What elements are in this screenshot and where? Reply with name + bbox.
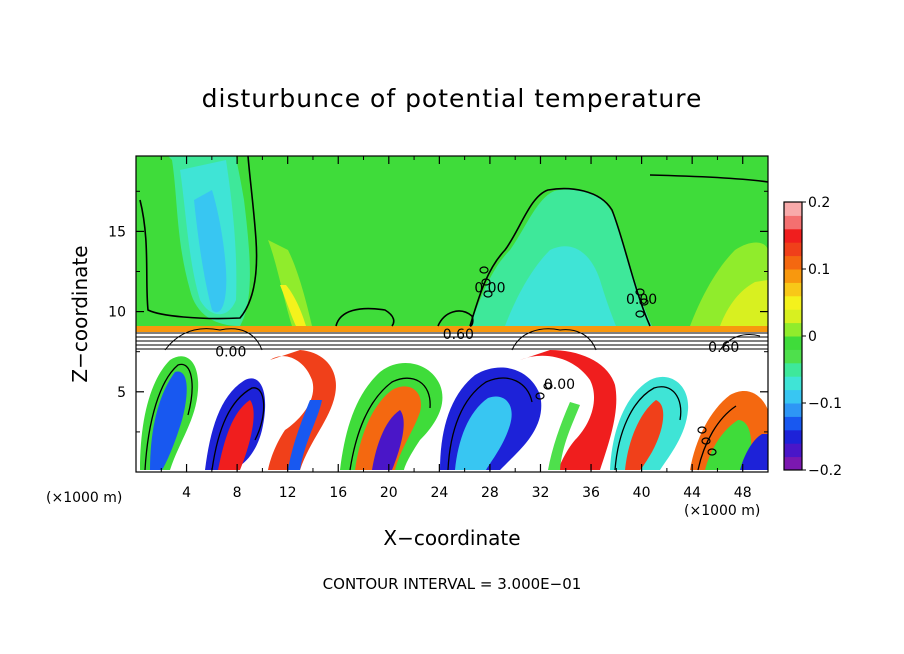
x-tick-label: 12	[279, 485, 297, 501]
contour-label: 0.00	[474, 281, 505, 297]
warm-plume-mid-core	[280, 285, 306, 326]
x-unit-label-left: (×1000 m)	[46, 490, 123, 506]
warm-plume-right-core	[720, 280, 768, 326]
cool-plume-left-core	[194, 190, 227, 313]
colorbar-segment	[784, 255, 802, 270]
colorbar-segment	[784, 336, 802, 350]
contour-label: 0.00	[215, 345, 246, 361]
x-axis-ticks: 4 8 12 16 20 24 28 32 36 40 44 48	[160, 156, 752, 501]
x-tick-label: 32	[532, 485, 550, 501]
colorbar-segment	[784, 322, 802, 337]
turbulent-blobs	[164, 328, 761, 351]
colorbar-tick-label: 0.1	[808, 262, 830, 278]
y-axis-ticks: 5 10 15	[108, 190, 768, 433]
inversion-contours	[136, 332, 768, 350]
contour-label: 0.00	[544, 377, 575, 393]
plot-frame	[135, 155, 769, 473]
colorbar-segment	[784, 228, 802, 243]
colorbar-segment	[784, 429, 802, 444]
x-tick-label: 4	[182, 485, 191, 501]
temperature-field	[136, 156, 768, 472]
colorbar-tick-label: 0	[808, 329, 817, 345]
lower-eddies	[140, 350, 768, 470]
y-tick-label: 15	[108, 224, 126, 240]
contour-label: 0.60	[443, 327, 474, 343]
cool-dome-right-inner	[505, 246, 616, 326]
contour-interval-note: CONTOUR INTERVAL = 3.000E−01	[322, 575, 582, 593]
colorbar-segment	[784, 403, 802, 417]
y-tick-label: 10	[108, 305, 126, 321]
contour-label: 0.00	[626, 292, 657, 308]
colorbar-segment	[784, 269, 802, 283]
colorbar-segment	[784, 376, 802, 391]
x-tick-label: 24	[430, 485, 448, 501]
x-tick-label: 40	[633, 485, 651, 501]
colorbar-segment	[784, 389, 802, 404]
colorbar-segment	[784, 443, 802, 458]
small-loop-contours	[479, 266, 717, 456]
colorbar-segment	[784, 349, 802, 364]
chart-title: disturbunce of potential temperature	[201, 84, 703, 113]
colorbar-segment	[784, 215, 802, 230]
lower-contours	[144, 363, 737, 471]
colorbar-tick-label: 0.2	[808, 195, 830, 211]
x-tick-label: 44	[683, 485, 701, 501]
x-axis-label: X−coordinate	[383, 526, 521, 550]
colorbar: 0.2 0.1 0 −0.1 −0.2	[783, 195, 842, 479]
colorbar-segment	[784, 295, 802, 310]
x-tick-label: 28	[481, 485, 499, 501]
x-tick-label: 36	[582, 485, 600, 501]
colorbar-segment	[784, 282, 802, 297]
contour-labels: 0.60 0.60 0.00 0.00 0.00 0.00	[215, 281, 739, 393]
colorbar-tick-label: −0.1	[808, 396, 842, 412]
x-tick-label: 20	[380, 485, 398, 501]
y-tick-label: 5	[117, 385, 126, 401]
colorbar-segment	[784, 416, 802, 431]
contour-label: 0.60	[708, 340, 739, 356]
colorbar-segment	[784, 309, 802, 324]
colorbar-segment	[784, 362, 802, 377]
x-unit-label-right: (×1000 m)	[684, 503, 761, 519]
upper-contours	[139, 156, 768, 327]
x-tick-label: 8	[233, 485, 242, 501]
x-tick-label: 48	[734, 485, 752, 501]
colorbar-tick-label: −0.2	[808, 463, 842, 479]
colorbar-segment	[784, 456, 802, 471]
inversion-band	[136, 326, 768, 332]
colorbar-segment	[784, 202, 802, 216]
x-tick-label: 16	[329, 485, 347, 501]
warm-plume-mid	[268, 240, 312, 326]
colorbar-segment	[784, 242, 802, 257]
